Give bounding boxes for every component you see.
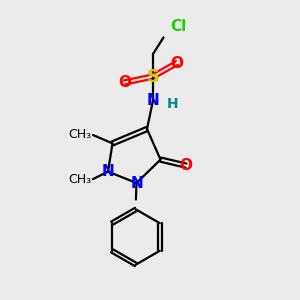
Text: CH₃: CH₃ [68, 128, 92, 142]
Text: H: H [167, 98, 178, 111]
Text: N: N [147, 93, 159, 108]
Text: O: O [179, 158, 193, 173]
Text: N: N [102, 164, 114, 179]
Text: N: N [130, 176, 143, 190]
Text: Cl: Cl [170, 19, 187, 34]
Text: O: O [170, 56, 184, 70]
Text: S: S [146, 68, 160, 85]
Text: CH₃: CH₃ [68, 172, 92, 186]
Text: O: O [118, 75, 131, 90]
